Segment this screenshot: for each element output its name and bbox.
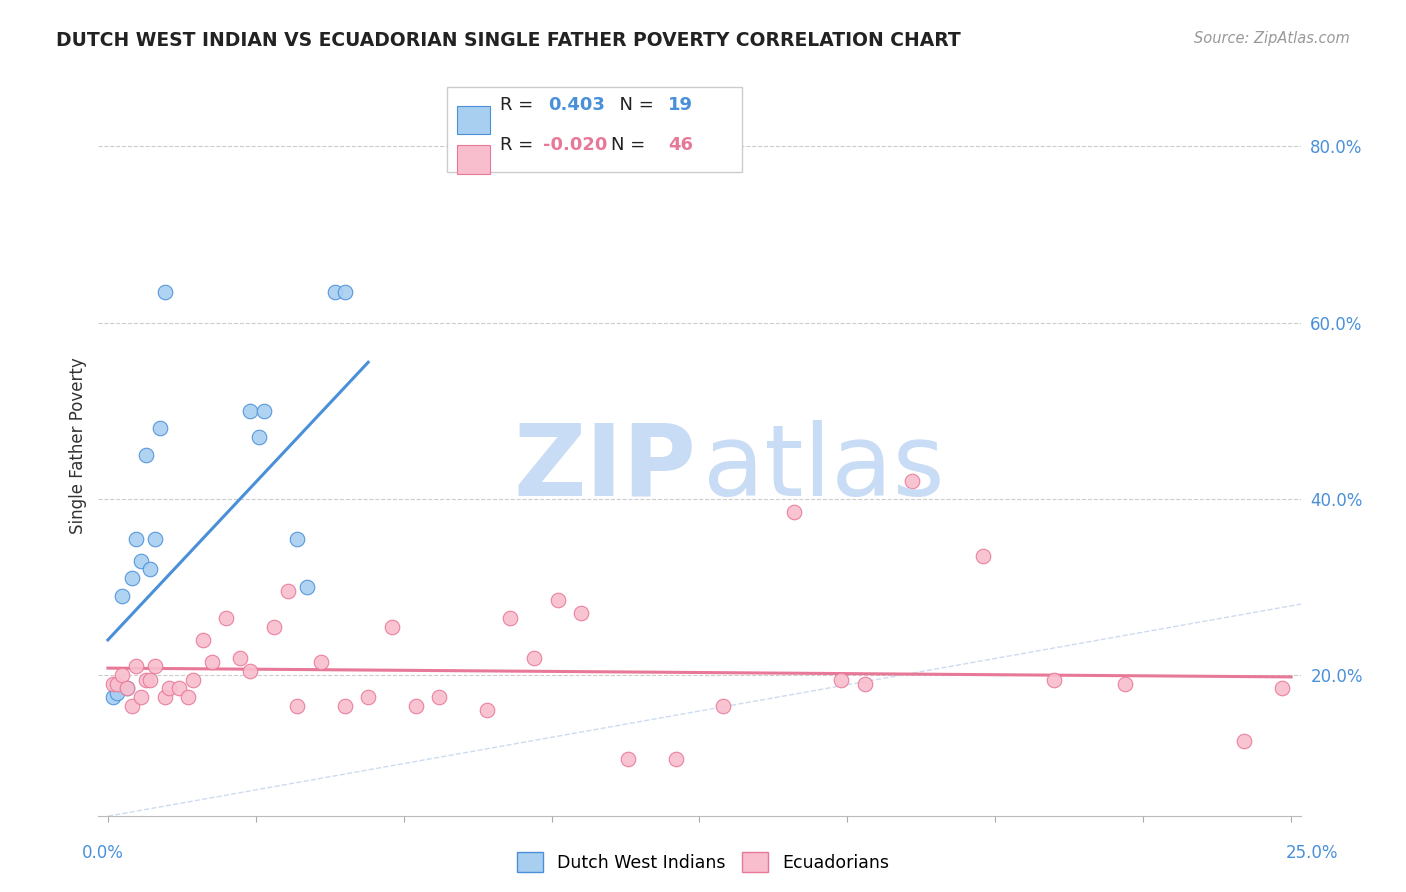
Point [295, 580, 318, 594]
Point [309, 655, 332, 669]
Point [129, 553, 152, 567]
Point [143, 659, 166, 673]
Text: 25.0%: 25.0% [1285, 844, 1339, 862]
Point [143, 532, 166, 546]
Text: R =: R = [501, 96, 538, 114]
Point [121, 698, 143, 713]
Point [115, 681, 138, 696]
Text: 0.403: 0.403 [548, 96, 605, 114]
Point [153, 285, 176, 299]
Point [239, 403, 262, 417]
Point [1271, 681, 1294, 696]
Point [972, 549, 994, 564]
Point [830, 673, 852, 687]
Point [381, 620, 404, 634]
FancyBboxPatch shape [457, 145, 491, 174]
Point [105, 677, 128, 691]
Point [101, 677, 124, 691]
Text: 0.0%: 0.0% [82, 844, 124, 862]
Point [333, 698, 356, 713]
Point [229, 650, 252, 665]
FancyBboxPatch shape [457, 106, 491, 135]
Point [277, 584, 299, 599]
Point [357, 690, 380, 705]
Point [617, 752, 640, 766]
Point [285, 532, 308, 546]
Point [1233, 734, 1256, 748]
Point [665, 752, 688, 766]
Point [135, 673, 157, 687]
Point [201, 655, 224, 669]
Point [263, 620, 285, 634]
Point [191, 632, 214, 647]
Text: DUTCH WEST INDIAN VS ECUADORIAN SINGLE FATHER POVERTY CORRELATION CHART: DUTCH WEST INDIAN VS ECUADORIAN SINGLE F… [56, 31, 960, 50]
Point [475, 703, 498, 717]
Point [135, 448, 157, 462]
Point [499, 611, 522, 625]
Point [427, 690, 450, 705]
Point [157, 681, 180, 696]
Point [569, 607, 592, 621]
Text: R =: R = [501, 136, 538, 153]
Point [405, 698, 427, 713]
Point [1114, 677, 1136, 691]
Point [177, 690, 200, 705]
Point [125, 532, 148, 546]
Point [105, 686, 128, 700]
Point [111, 668, 134, 682]
Point [253, 403, 276, 417]
Point [1043, 673, 1066, 687]
Point [247, 430, 270, 444]
Point [111, 589, 134, 603]
Text: -0.020: -0.020 [543, 136, 607, 153]
Point [153, 690, 176, 705]
Text: N =: N = [609, 96, 659, 114]
Text: 19: 19 [668, 96, 693, 114]
Point [125, 659, 148, 673]
Point [115, 681, 138, 696]
Point [239, 664, 262, 678]
Point [149, 421, 172, 435]
Text: N =: N = [610, 136, 651, 153]
Point [167, 681, 190, 696]
Point [129, 690, 152, 705]
Text: ZIP: ZIP [513, 420, 696, 516]
Point [121, 571, 143, 585]
Y-axis label: Single Father Poverty: Single Father Poverty [69, 358, 87, 534]
FancyBboxPatch shape [447, 87, 741, 172]
Point [783, 505, 806, 519]
Point [139, 673, 162, 687]
Legend: Dutch West Indians, Ecuadorians: Dutch West Indians, Ecuadorians [510, 845, 896, 879]
Point [853, 677, 876, 691]
Point [523, 650, 546, 665]
Point [101, 690, 124, 705]
Point [181, 673, 204, 687]
Text: 46: 46 [668, 136, 693, 153]
Text: Source: ZipAtlas.com: Source: ZipAtlas.com [1194, 31, 1350, 46]
Point [333, 285, 356, 299]
Text: atlas: atlas [703, 420, 945, 516]
Point [139, 562, 162, 576]
Point [215, 611, 238, 625]
Point [285, 698, 308, 713]
Point [547, 593, 569, 607]
Point [323, 285, 346, 299]
Point [711, 698, 734, 713]
Point [901, 475, 924, 489]
